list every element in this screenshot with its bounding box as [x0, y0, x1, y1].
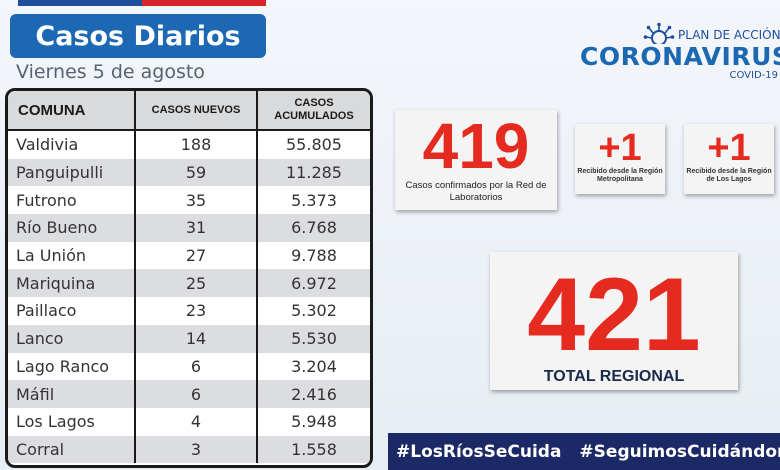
cell-acumulados: 11.285	[257, 158, 370, 187]
cases-table-grid: COMUNA CASOS NUEVOS CASOS ACUMULADOS Val…	[8, 91, 370, 464]
cell-comuna: Máfil	[8, 380, 136, 408]
hashtag-seguimos: #SeguimosCuidándonos	[579, 441, 780, 462]
cell-nuevos: 3	[135, 435, 258, 464]
table-row: La Unión 27 9.788	[8, 241, 370, 270]
cell-nuevos: 23	[135, 297, 258, 325]
cell-acumulados: 5.302	[257, 297, 370, 325]
hashtag-banner: #LosRíosSeCuida #SeguimosCuidándonos	[388, 433, 780, 470]
received-rm-caption: Recibido desde la Región Metropolitana	[577, 168, 663, 183]
cell-acumulados: 6.768	[257, 214, 370, 242]
report-date: Viernes 5 de agosto	[16, 61, 205, 83]
table-row: Futrono 35 5.373	[8, 186, 370, 215]
cell-nuevos: 25	[135, 269, 258, 298]
cell-comuna: Mariquina	[8, 269, 136, 298]
cell-comuna: Panguipulli	[8, 158, 136, 187]
received-rm-card: +1 Recibido desde la Región Metropolitan…	[575, 124, 665, 194]
flag-blue-band	[18, 0, 142, 6]
table-row: Máfil 6 2.416	[8, 380, 370, 408]
cell-acumulados: 5.530	[257, 324, 370, 353]
cell-comuna: Valdivia	[8, 130, 136, 159]
received-lagos-value: +1	[707, 127, 751, 169]
plan-coronavirus-logo: PLAN DE ACCIÓN CORONAVIRUS COVID-19	[580, 22, 780, 88]
cases-table: COMUNA CASOS NUEVOS CASOS ACUMULADOS Val…	[5, 88, 373, 468]
table-row: Lanco 14 5.530	[8, 324, 370, 353]
cell-comuna: Lanco	[8, 324, 136, 353]
header-casos-acumulados: CASOS ACUMULADOS	[257, 91, 370, 131]
received-rm-value: +1	[598, 127, 642, 169]
page-title: Casos Diarios	[10, 14, 266, 58]
confirmed-cases-card: 419 Casos confirmados por la Red de Labo…	[395, 110, 557, 210]
coronavirus-emblem-icon	[643, 22, 675, 44]
cell-comuna: Futrono	[8, 186, 136, 215]
cell-comuna: Corral	[8, 435, 136, 464]
cell-comuna: La Unión	[8, 241, 136, 270]
cell-nuevos: 4	[135, 407, 258, 436]
cell-acumulados: 1.558	[257, 435, 370, 464]
cell-nuevos: 6	[135, 380, 258, 408]
table-row: Río Bueno 31 6.768	[8, 214, 370, 242]
received-lagos-card: +1 Recibido desde la Región de Los Lagos	[684, 124, 774, 194]
table-row: Los Lagos 4 5.948	[8, 407, 370, 436]
table-header-row: COMUNA CASOS NUEVOS CASOS ACUMULADOS	[8, 91, 370, 131]
cell-acumulados: 5.373	[257, 186, 370, 215]
hashtag-losrios: #LosRíosSeCuida	[396, 441, 562, 462]
regional-total-value: 421	[527, 257, 701, 373]
cell-nuevos: 14	[135, 324, 258, 353]
table-row: Corral 3 1.558	[8, 435, 370, 464]
cell-acumulados: 55.805	[257, 130, 370, 159]
cell-nuevos: 6	[135, 352, 258, 381]
flag-stripe	[18, 0, 266, 6]
cell-acumulados: 5.948	[257, 407, 370, 436]
regional-total-caption: TOTAL REGIONAL	[543, 368, 685, 385]
table-row: Paillaco 23 5.302	[8, 297, 370, 325]
cell-nuevos: 59	[135, 158, 258, 187]
header-casos-nuevos: CASOS NUEVOS	[135, 91, 258, 131]
logo-wordmark: CORONAVIRUS	[580, 42, 780, 71]
cell-acumulados: 3.204	[257, 352, 370, 381]
cell-acumulados: 2.416	[257, 380, 370, 408]
table-row: Panguipulli 59 11.285	[8, 158, 370, 187]
flag-red-band	[142, 0, 266, 6]
cell-nuevos: 188	[135, 130, 258, 159]
cell-comuna: Los Lagos	[8, 407, 136, 436]
header-comuna: COMUNA	[8, 91, 136, 131]
logo-subtitle: COVID-19	[729, 70, 778, 81]
logo-plan-text: PLAN DE ACCIÓN	[678, 28, 780, 42]
cell-comuna: Río Bueno	[8, 214, 136, 242]
cell-nuevos: 35	[135, 186, 258, 215]
table-row: Lago Ranco 6 3.204	[8, 352, 370, 381]
confirmed-cases-value: 419	[422, 110, 530, 182]
table-row: Valdivia 188 55.805	[8, 130, 370, 159]
cell-comuna: Lago Ranco	[8, 352, 136, 381]
cell-nuevos: 27	[135, 241, 258, 270]
table-row: Mariquina 25 6.972	[8, 269, 370, 298]
received-lagos-caption: Recibido desde la Región de Los Lagos	[686, 168, 772, 183]
confirmed-cases-caption: Casos confirmados por la Red de Laborato…	[405, 180, 547, 203]
cell-comuna: Paillaco	[8, 297, 136, 325]
regional-total-card: 421 TOTAL REGIONAL	[490, 252, 738, 390]
cell-nuevos: 31	[135, 214, 258, 242]
cell-acumulados: 9.788	[257, 241, 370, 270]
cell-acumulados: 6.972	[257, 269, 370, 298]
